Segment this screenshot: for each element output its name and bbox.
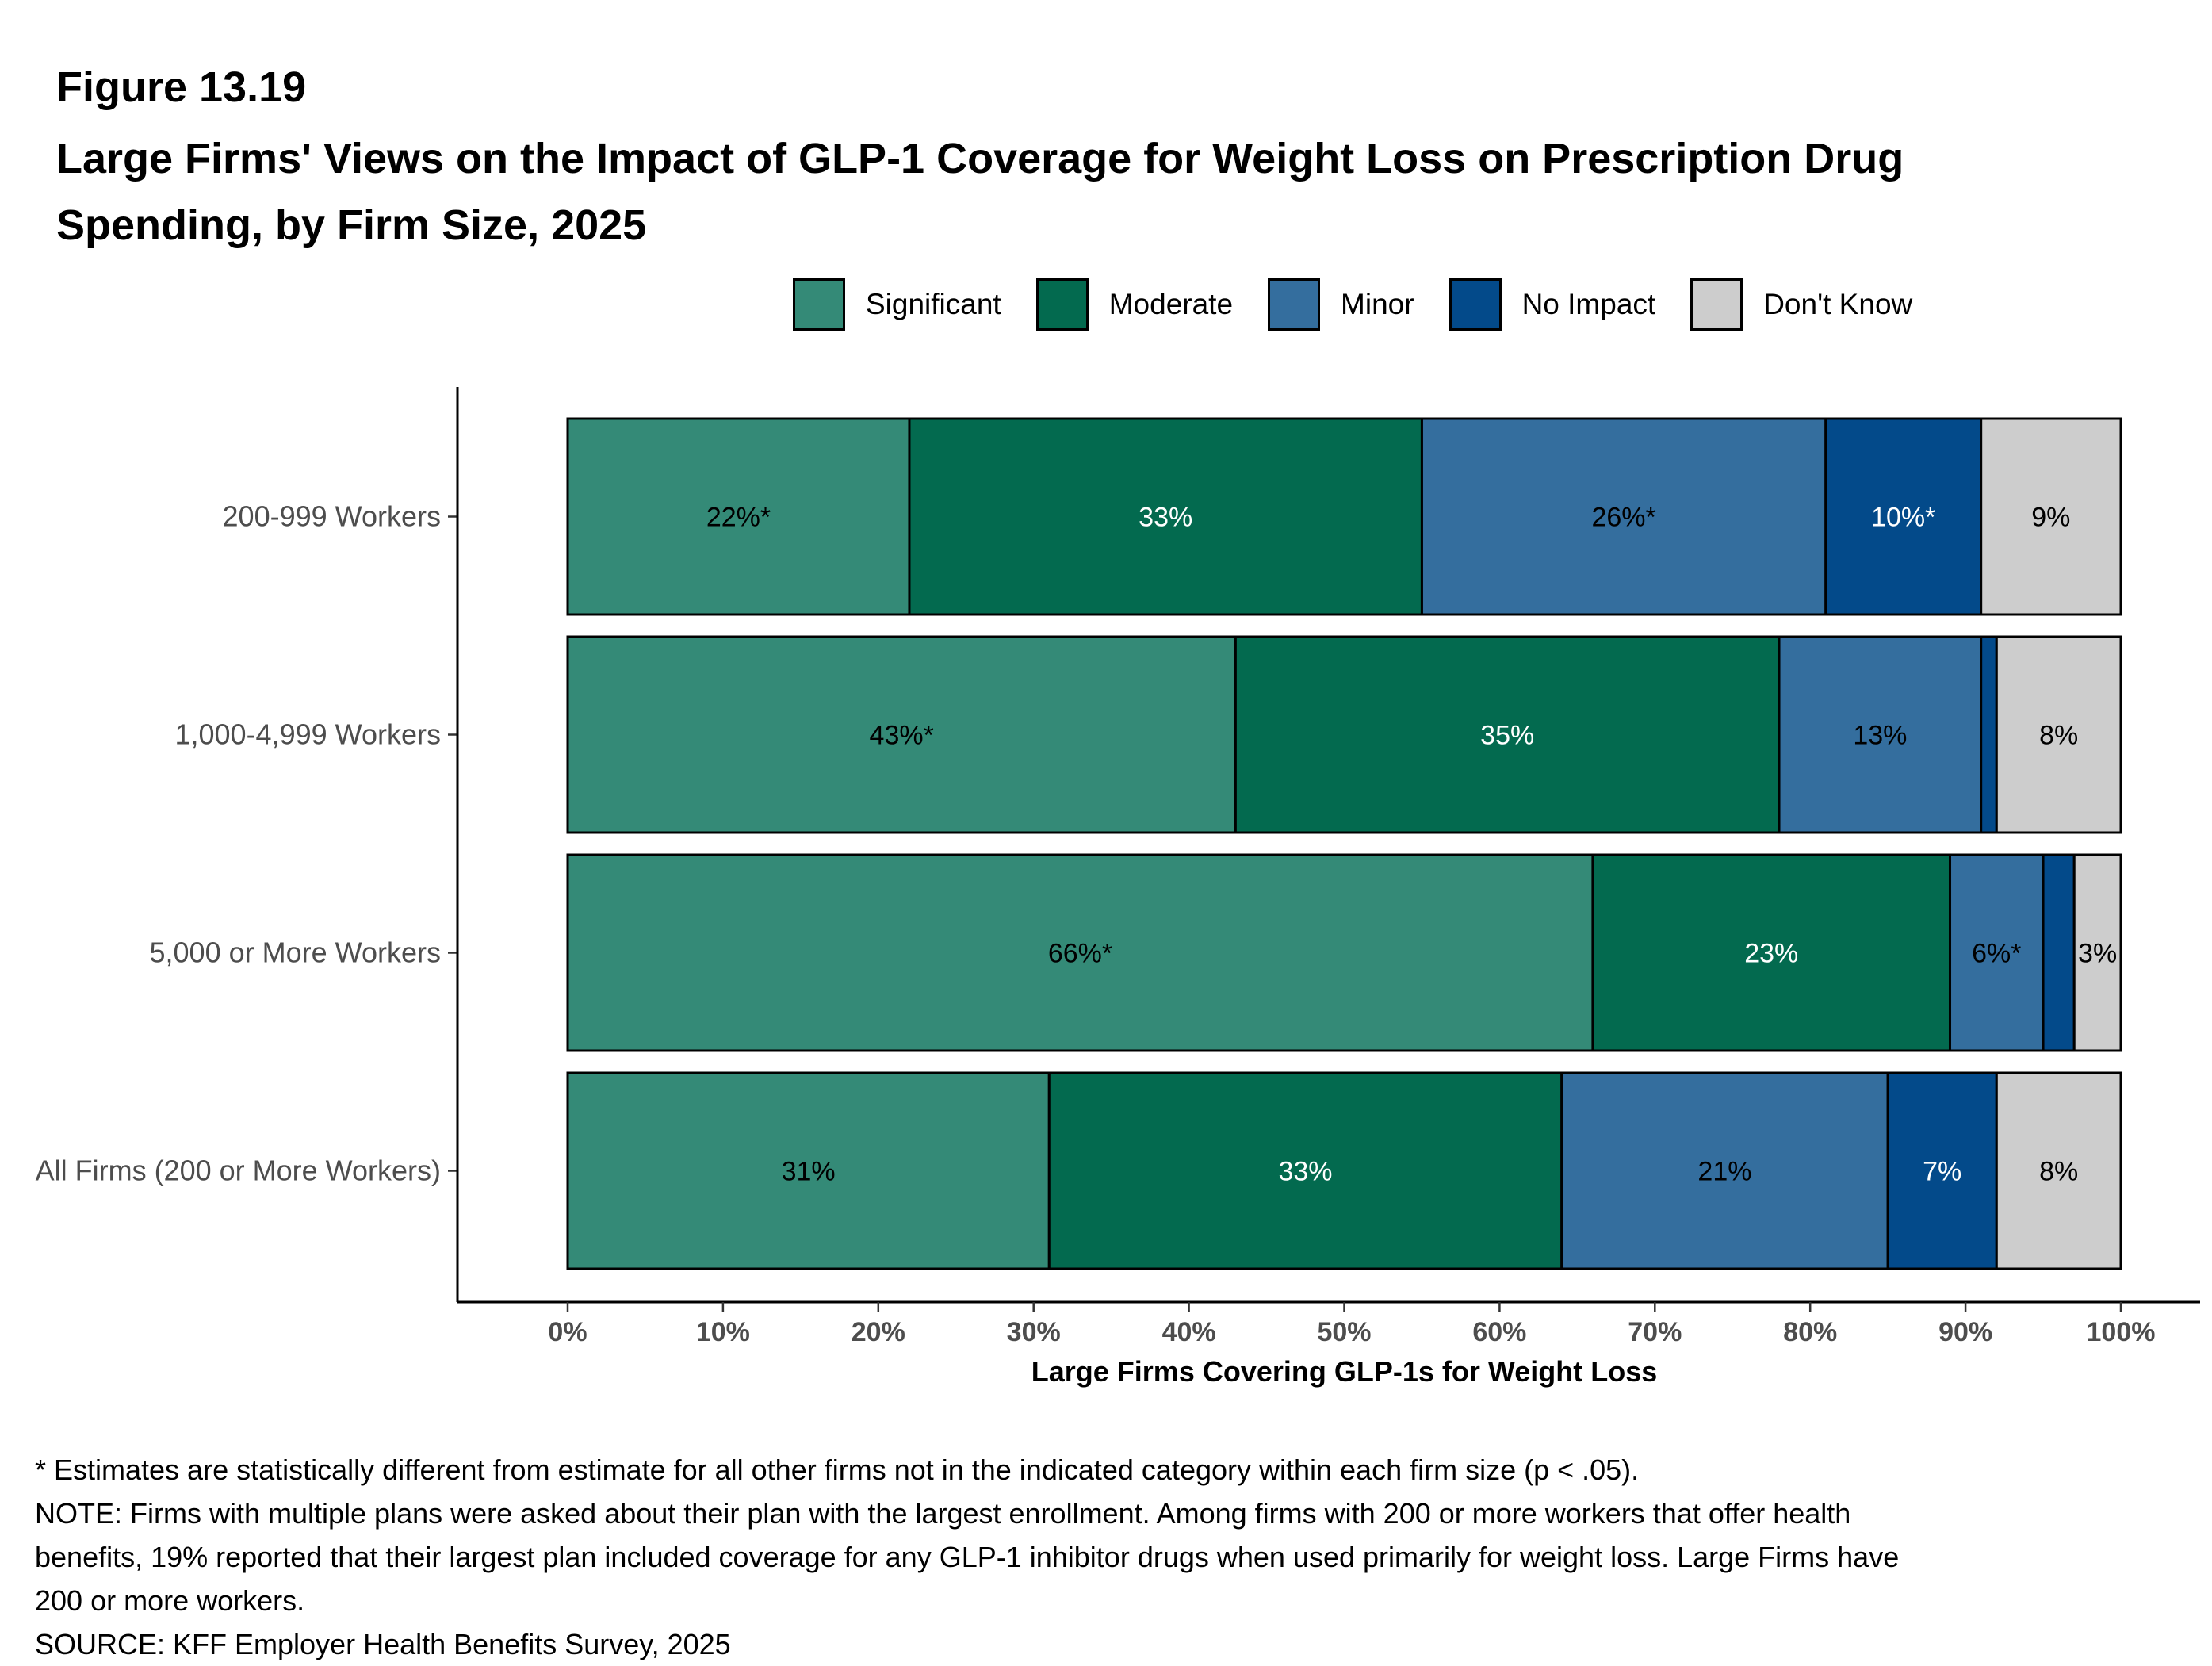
y-tick-label-all-firms-200-or-more-workers: All Firms (200 or More Workers) — [36, 1155, 441, 1187]
bar-don-t-know-5-000-or-more-workers — [2072, 853, 2122, 1052]
data-label-minor-1-000-4-999-workers: 13% — [1853, 721, 1907, 751]
legend-item-significant: Significant — [793, 278, 1001, 331]
data-label-significant-1-000-4-999-workers: 43%* — [870, 721, 934, 751]
data-label-significant-5-000-or-more-workers: 66%* — [1048, 939, 1112, 969]
x-tick-label-8: 80% — [1783, 1317, 1837, 1347]
x-tick-label-1: 10% — [696, 1317, 750, 1347]
bar-significant-5-000-or-more-workers — [566, 853, 1594, 1052]
chart-title-line2: Spending, by Firm Size, 2025 — [56, 201, 647, 249]
data-label-minor-200-999-workers: 26%* — [1591, 503, 1655, 533]
data-label-minor-5-000-or-more-workers: 6%* — [1972, 939, 2021, 969]
x-axis-title: Large Firms Covering GLP-1s for Weight L… — [1031, 1355, 1657, 1388]
x-tick-label-7: 70% — [1628, 1317, 1682, 1347]
bar-minor-1-000-4-999-workers — [1778, 635, 1983, 834]
legend-label-dont-know: Don't Know — [1763, 288, 1913, 320]
x-tick-label-5: 50% — [1317, 1317, 1371, 1347]
stacked-bar-chart: 22%* 33% 26%* 10%* 9% 200-999 Workers 43%* 35% 1… — [36, 387, 2200, 1388]
legend-swatch-dont-know — [1690, 278, 1743, 331]
x-tick-label-2: 20% — [852, 1317, 905, 1347]
x-tick-label-6: 60% — [1472, 1317, 1526, 1347]
bar-moderate-1-000-4-999-workers — [1234, 635, 1781, 834]
data-label-minor-all-firms-200-or-more-workers: 21% — [1697, 1157, 1751, 1187]
legend-item-no-impact: No Impact — [1449, 278, 1656, 331]
note-asterisk: * Estimates are statistically different … — [35, 1453, 1640, 1486]
y-tick-label-200-999-workers: 200-999 Workers — [223, 500, 441, 533]
legend-item-minor: Minor — [1268, 278, 1414, 331]
data-label-significant-all-firms-200-or-more-workers: 31% — [782, 1157, 836, 1187]
data-label-don-t-know-all-firms-200-or-more-workers: 8% — [2039, 1157, 2078, 1187]
bar-no-impact-5-000-or-more-workers — [2042, 853, 2076, 1052]
data-label-moderate-1-000-4-999-workers: 35% — [1480, 721, 1534, 751]
bar-no-impact-1-000-4-999-workers — [1980, 635, 1998, 834]
x-tick-label-10: 100% — [2087, 1317, 2156, 1347]
note-line-3: 200 or more workers. — [35, 1584, 305, 1617]
bar-significant-all-firms-200-or-more-workers — [566, 1071, 1051, 1270]
x-tick-label-3: 30% — [1007, 1317, 1061, 1347]
data-label-significant-200-999-workers: 22%* — [706, 503, 771, 533]
legend-item-dont-know: Don't Know — [1690, 278, 1912, 331]
legend-label-significant: Significant — [866, 288, 1001, 320]
note-line-2: benefits, 19% reported that their larges… — [35, 1541, 1900, 1573]
legend-swatch-no-impact — [1449, 278, 1502, 331]
x-tick-label-0: 0% — [548, 1317, 587, 1347]
data-label-no-impact-all-firms-200-or-more-workers: 7% — [1923, 1157, 1961, 1187]
legend-swatch-significant — [793, 278, 845, 331]
data-label-don-t-know-1-000-4-999-workers: 8% — [2039, 721, 2078, 751]
bar-minor-200-999-workers — [1420, 417, 1827, 616]
bar-no-impact-all-firms-200-or-more-workers — [1886, 1071, 1998, 1270]
bar-moderate-all-firms-200-or-more-workers — [1047, 1071, 1563, 1270]
legend-label-moderate: Moderate — [1108, 288, 1234, 320]
bar-minor-5-000-or-more-workers — [1949, 853, 2045, 1052]
data-label-moderate-all-firms-200-or-more-workers: 33% — [1278, 1157, 1332, 1187]
y-tick-label-1-000-4-999-workers: 1,000-4,999 Workers — [174, 718, 441, 751]
bar-don-t-know-all-firms-200-or-more-workers — [1995, 1071, 2122, 1270]
legend: Significant Moderate Minor No Impact Don… — [793, 276, 1947, 333]
legend-swatch-moderate — [1035, 278, 1089, 331]
bar-don-t-know-200-999-workers — [1980, 417, 2122, 616]
note-line-1: NOTE: Firms with multiple plans were ask… — [35, 1497, 1851, 1530]
bar-significant-200-999-workers — [566, 417, 911, 616]
x-tick-label-9: 90% — [1938, 1317, 1992, 1347]
bar-significant-1-000-4-999-workers — [566, 635, 1237, 834]
bar-moderate-200-999-workers — [908, 417, 1423, 616]
bar-don-t-know-1-000-4-999-workers — [1995, 635, 2122, 834]
bar-moderate-5-000-or-more-workers — [1591, 853, 1952, 1052]
data-label-moderate-200-999-workers: 33% — [1139, 503, 1192, 533]
legend-swatch-minor — [1268, 278, 1321, 331]
figure-label: Figure 13.19 — [56, 63, 307, 111]
legend-label-minor: Minor — [1341, 288, 1414, 320]
legend-label-no-impact: No Impact — [1521, 288, 1656, 320]
bar-no-impact-200-999-workers — [1824, 417, 1983, 616]
chart-title: Large Firms' Views on the Impact of GLP-… — [56, 125, 2118, 259]
data-label-don-t-know-5-000-or-more-workers: 3% — [2078, 939, 2117, 969]
y-tick-label-5-000-or-more-workers: 5,000 or More Workers — [150, 936, 441, 969]
note-source: SOURCE: KFF Employer Health Benefits Sur… — [35, 1628, 731, 1660]
data-label-don-t-know-200-999-workers: 9% — [2031, 503, 2070, 533]
bar-minor-all-firms-200-or-more-workers — [1560, 1071, 1889, 1270]
x-tick-label-4: 40% — [1162, 1317, 1216, 1347]
footnotes: * Estimates are statistically different … — [35, 1448, 2176, 1666]
data-label-no-impact-200-999-workers: 10%* — [1871, 503, 1935, 533]
legend-item-moderate: Moderate — [1035, 278, 1234, 331]
chart-title-line1: Large Firms' Views on the Impact of GLP-… — [56, 135, 1904, 182]
data-label-moderate-5-000-or-more-workers: 23% — [1744, 939, 1798, 969]
